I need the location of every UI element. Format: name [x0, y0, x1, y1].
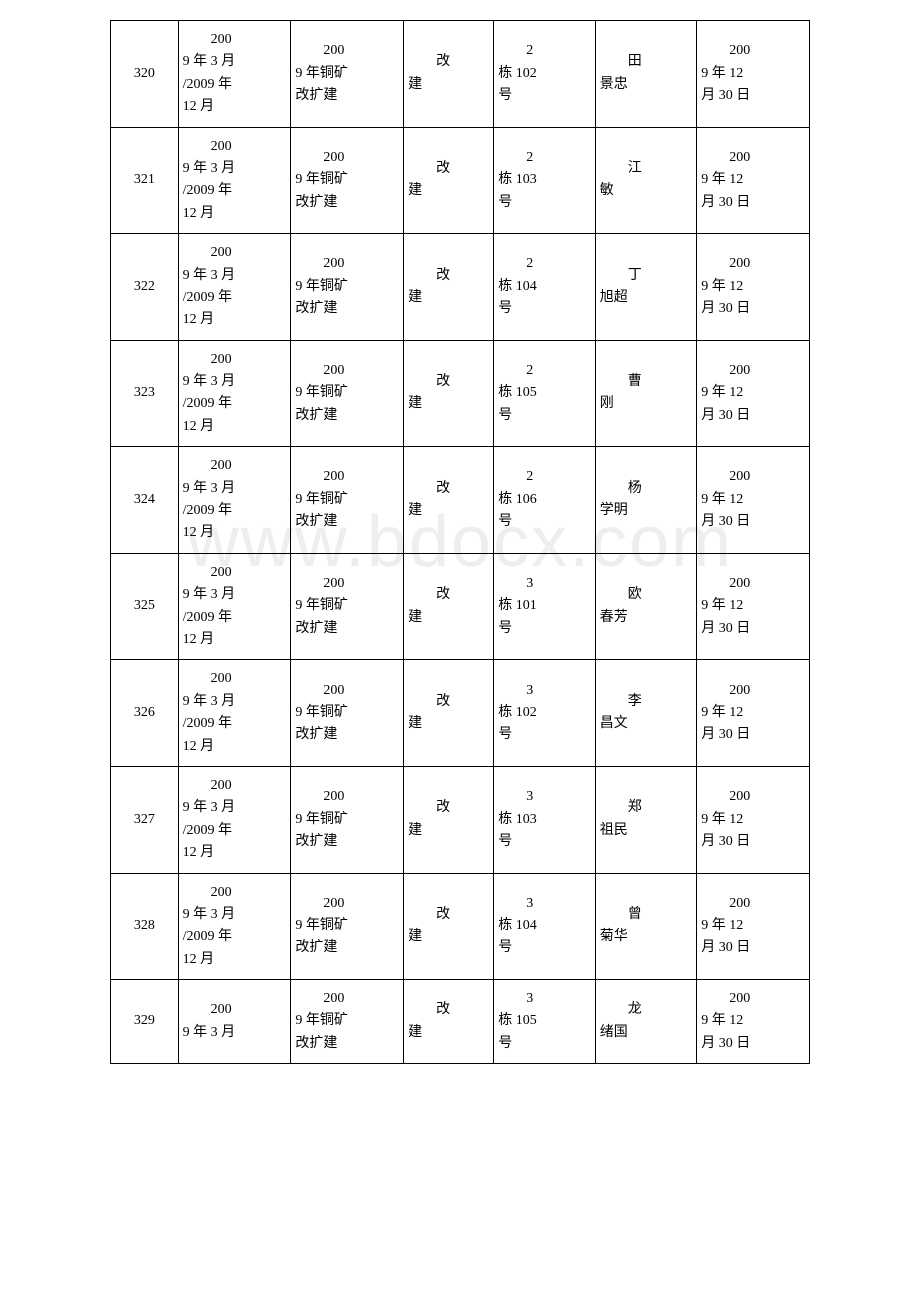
cell-project: 2009 年铜矿改扩建 — [291, 660, 404, 767]
cell-completion: 2009 年 12月 30 日 — [697, 447, 810, 554]
cell-type: 改建 — [404, 873, 494, 980]
cell-type: 改建 — [404, 447, 494, 554]
cell-date-range: 2009 年 3 月/2009 年12 月 — [178, 553, 291, 660]
table-row: 3292009 年 3 月2009 年铜矿改扩建改建3栋 105号龙绪国2009… — [111, 980, 810, 1064]
cell-project: 2009 年铜矿改扩建 — [291, 766, 404, 873]
cell-id: 325 — [111, 553, 179, 660]
cell-type: 改建 — [404, 553, 494, 660]
cell-person: 曾菊华 — [595, 873, 696, 980]
cell-person: 郑祖民 — [595, 766, 696, 873]
table-row: 3262009 年 3 月/2009 年12 月2009 年铜矿改扩建改建3栋 … — [111, 660, 810, 767]
table-row: 3242009 年 3 月/2009 年12 月2009 年铜矿改扩建改建2栋 … — [111, 447, 810, 554]
cell-date-range: 2009 年 3 月/2009 年12 月 — [178, 660, 291, 767]
cell-project: 2009 年铜矿改扩建 — [291, 21, 404, 128]
cell-person: 田景忠 — [595, 21, 696, 128]
table-row: 3202009 年 3 月/2009 年12 月2009 年铜矿改扩建改建2栋 … — [111, 21, 810, 128]
cell-project: 2009 年铜矿改扩建 — [291, 447, 404, 554]
cell-date-range: 2009 年 3 月/2009 年12 月 — [178, 340, 291, 447]
cell-location: 3栋 102号 — [494, 660, 595, 767]
cell-person: 丁旭超 — [595, 234, 696, 341]
cell-person: 欧春芳 — [595, 553, 696, 660]
cell-id: 326 — [111, 660, 179, 767]
cell-id: 324 — [111, 447, 179, 554]
cell-location: 3栋 105号 — [494, 980, 595, 1064]
cell-date-range: 2009 年 3 月/2009 年12 月 — [178, 21, 291, 128]
cell-person: 曹刚 — [595, 340, 696, 447]
cell-location: 3栋 103号 — [494, 766, 595, 873]
cell-location: 2栋 103号 — [494, 127, 595, 234]
cell-type: 改建 — [404, 660, 494, 767]
cell-date-range: 2009 年 3 月/2009 年12 月 — [178, 766, 291, 873]
cell-location: 2栋 105号 — [494, 340, 595, 447]
cell-completion: 2009 年 12月 30 日 — [697, 660, 810, 767]
table-row: 3272009 年 3 月/2009 年12 月2009 年铜矿改扩建改建3栋 … — [111, 766, 810, 873]
table-row: 3282009 年 3 月/2009 年12 月2009 年铜矿改扩建改建3栋 … — [111, 873, 810, 980]
cell-completion: 2009 年 12月 30 日 — [697, 553, 810, 660]
cell-date-range: 2009 年 3 月 — [178, 980, 291, 1064]
table-row: 3222009 年 3 月/2009 年12 月2009 年铜矿改扩建改建2栋 … — [111, 234, 810, 341]
table-wrapper: www.bdocx.com 3202009 年 3 月/2009 年12 月20… — [110, 20, 810, 1064]
cell-id: 321 — [111, 127, 179, 234]
cell-type: 改建 — [404, 21, 494, 128]
cell-completion: 2009 年 12月 30 日 — [697, 234, 810, 341]
cell-type: 改建 — [404, 766, 494, 873]
cell-id: 328 — [111, 873, 179, 980]
cell-completion: 2009 年 12月 30 日 — [697, 873, 810, 980]
cell-location: 2栋 104号 — [494, 234, 595, 341]
cell-completion: 2009 年 12月 30 日 — [697, 340, 810, 447]
table-container: 3202009 年 3 月/2009 年12 月2009 年铜矿改扩建改建2栋 … — [110, 20, 810, 1064]
cell-project: 2009 年铜矿改扩建 — [291, 980, 404, 1064]
cell-id: 329 — [111, 980, 179, 1064]
cell-id: 322 — [111, 234, 179, 341]
cell-type: 改建 — [404, 234, 494, 341]
cell-location: 2栋 102号 — [494, 21, 595, 128]
cell-location: 3栋 101号 — [494, 553, 595, 660]
table-body: 3202009 年 3 月/2009 年12 月2009 年铜矿改扩建改建2栋 … — [111, 21, 810, 1064]
cell-completion: 2009 年 12月 30 日 — [697, 766, 810, 873]
cell-project: 2009 年铜矿改扩建 — [291, 873, 404, 980]
cell-completion: 2009 年 12月 30 日 — [697, 127, 810, 234]
cell-project: 2009 年铜矿改扩建 — [291, 234, 404, 341]
cell-completion: 2009 年 12月 30 日 — [697, 21, 810, 128]
table-row: 3232009 年 3 月/2009 年12 月2009 年铜矿改扩建改建2栋 … — [111, 340, 810, 447]
table-row: 3212009 年 3 月/2009 年12 月2009 年铜矿改扩建改建2栋 … — [111, 127, 810, 234]
cell-project: 2009 年铜矿改扩建 — [291, 553, 404, 660]
cell-person: 江敏 — [595, 127, 696, 234]
cell-location: 2栋 106号 — [494, 447, 595, 554]
cell-project: 2009 年铜矿改扩建 — [291, 340, 404, 447]
cell-date-range: 2009 年 3 月/2009 年12 月 — [178, 447, 291, 554]
cell-type: 改建 — [404, 340, 494, 447]
cell-id: 320 — [111, 21, 179, 128]
table-row: 3252009 年 3 月/2009 年12 月2009 年铜矿改扩建改建3栋 … — [111, 553, 810, 660]
data-table: 3202009 年 3 月/2009 年12 月2009 年铜矿改扩建改建2栋 … — [110, 20, 810, 1064]
cell-completion: 2009 年 12月 30 日 — [697, 980, 810, 1064]
cell-project: 2009 年铜矿改扩建 — [291, 127, 404, 234]
cell-person: 李昌文 — [595, 660, 696, 767]
cell-location: 3栋 104号 — [494, 873, 595, 980]
cell-type: 改建 — [404, 127, 494, 234]
cell-person: 龙绪国 — [595, 980, 696, 1064]
cell-date-range: 2009 年 3 月/2009 年12 月 — [178, 234, 291, 341]
cell-type: 改建 — [404, 980, 494, 1064]
cell-id: 323 — [111, 340, 179, 447]
cell-person: 杨学明 — [595, 447, 696, 554]
cell-id: 327 — [111, 766, 179, 873]
cell-date-range: 2009 年 3 月/2009 年12 月 — [178, 873, 291, 980]
cell-date-range: 2009 年 3 月/2009 年12 月 — [178, 127, 291, 234]
